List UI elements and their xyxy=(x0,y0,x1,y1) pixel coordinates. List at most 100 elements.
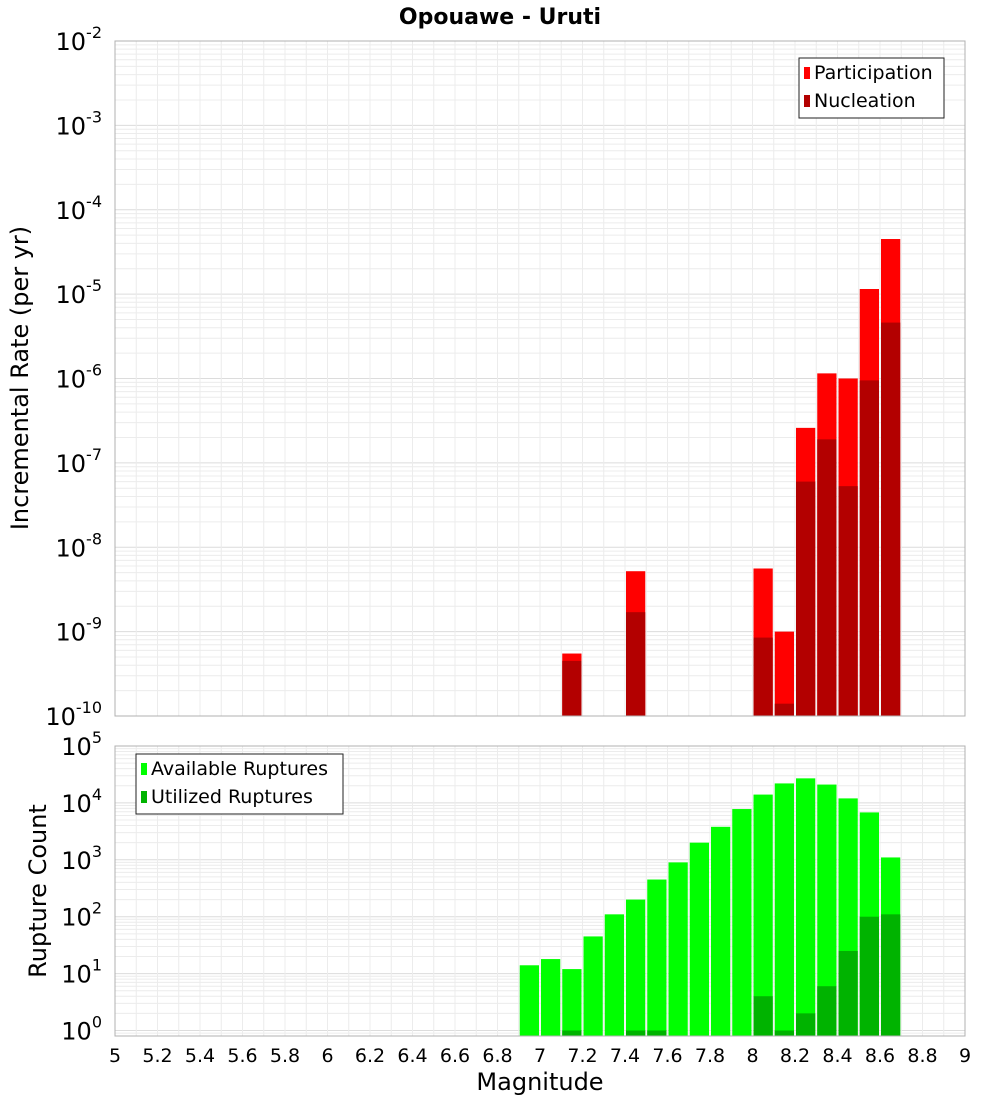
bar-nucleation xyxy=(817,439,837,716)
x-tick-label: 8.6 xyxy=(865,1045,895,1067)
y-tick-exponent: -2 xyxy=(86,23,102,42)
bar-available-ruptures xyxy=(753,794,773,1036)
x-tick-label: 5.2 xyxy=(142,1045,172,1067)
bar-utilized-ruptures xyxy=(881,914,901,1036)
x-tick-label: 7.6 xyxy=(652,1045,682,1067)
bar-available-ruptures xyxy=(668,862,688,1036)
bar-utilized-ruptures xyxy=(838,950,858,1036)
bar-utilized-ruptures xyxy=(626,1030,646,1036)
x-tick-label: 5.8 xyxy=(270,1045,300,1067)
x-tick-label: 6.8 xyxy=(482,1045,512,1067)
legend-box xyxy=(135,753,344,815)
y-tick-label: 100 xyxy=(61,1012,102,1045)
x-tick-label: 8.4 xyxy=(822,1045,852,1067)
y-tick-base: 10 xyxy=(56,534,87,562)
bar-nucleation xyxy=(838,486,858,716)
y-tick-exponent: 3 xyxy=(92,842,102,861)
bar-available-ruptures xyxy=(817,784,837,1036)
bar-nucleation xyxy=(881,322,901,716)
x-tick-label: 6.2 xyxy=(355,1045,385,1067)
y-tick-exponent: -4 xyxy=(86,192,102,211)
bar-utilized-ruptures xyxy=(753,996,773,1036)
y-tick-label: 103 xyxy=(61,842,102,875)
y-tick-base: 10 xyxy=(56,450,87,478)
bar-available-ruptures xyxy=(796,778,816,1036)
bar-nucleation xyxy=(626,612,646,716)
y-tick-exponent: -8 xyxy=(86,529,102,548)
legend-label: Participation xyxy=(814,62,933,84)
x-tick-label: 6 xyxy=(321,1045,333,1067)
legend-swatch xyxy=(804,67,810,79)
bar-utilized-ruptures xyxy=(817,986,837,1036)
y-tick-base: 10 xyxy=(61,847,92,875)
y-tick-label: 10-4 xyxy=(56,192,103,225)
plot-border xyxy=(114,40,966,717)
y-tick-exponent: -5 xyxy=(86,276,102,295)
top-y-axis-label: Incremental Rate (per yr) xyxy=(6,226,34,530)
bar-available-ruptures xyxy=(774,783,794,1036)
y-tick-exponent: 4 xyxy=(92,785,102,804)
x-tick-label: 8.8 xyxy=(907,1045,937,1067)
bar-available-ruptures xyxy=(583,936,603,1036)
y-tick-exponent: -6 xyxy=(86,361,102,380)
bar-nucleation xyxy=(753,637,773,716)
x-tick-label: 8 xyxy=(746,1045,758,1067)
y-tick-label: 10-3 xyxy=(56,107,103,140)
legend-label: Nucleation xyxy=(814,90,916,112)
legend-swatch xyxy=(141,763,147,775)
y-tick-base: 10 xyxy=(56,197,87,225)
y-tick-label: 10-2 xyxy=(56,23,103,56)
x-tick-label: 7.4 xyxy=(610,1045,640,1067)
bar-available-ruptures xyxy=(647,879,667,1036)
bar-available-ruptures xyxy=(732,809,752,1036)
bar-utilized-ruptures xyxy=(796,1013,816,1036)
y-tick-exponent: -3 xyxy=(86,107,102,126)
y-tick-base: 10 xyxy=(56,281,87,309)
y-tick-label: 104 xyxy=(61,785,102,818)
bar-available-ruptures xyxy=(562,969,582,1036)
bar-utilized-ruptures xyxy=(859,916,879,1036)
y-tick-base: 10 xyxy=(61,790,92,818)
bar-available-ruptures xyxy=(519,965,539,1036)
y-tick-base: 10 xyxy=(56,366,87,394)
top-plot-panel: 10-1010-910-810-710-610-510-410-310-2Par… xyxy=(45,23,966,731)
y-tick-base: 10 xyxy=(56,28,87,56)
legend-swatch xyxy=(141,791,147,803)
bar-available-ruptures xyxy=(541,959,561,1036)
y-tick-exponent: 0 xyxy=(92,1012,102,1031)
y-tick-label: 105 xyxy=(61,728,102,761)
y-tick-base: 10 xyxy=(56,619,87,647)
plot-border xyxy=(114,745,966,1037)
legend-label: Available Ruptures xyxy=(151,758,328,780)
bar-nucleation xyxy=(774,703,794,716)
legend: Available Ruptures Utilized Ruptures xyxy=(135,753,344,815)
legend-label: Utilized Ruptures xyxy=(151,786,313,808)
y-tick-exponent: -10 xyxy=(76,698,102,717)
bar-available-ruptures xyxy=(626,899,646,1036)
x-tick-label: 5 xyxy=(109,1045,121,1067)
y-tick-label: 10-7 xyxy=(56,445,103,478)
y-tick-base: 10 xyxy=(61,961,92,989)
y-tick-label: 10-6 xyxy=(56,361,103,394)
x-tick-label: 7.2 xyxy=(567,1045,597,1067)
bar-available-ruptures xyxy=(689,842,709,1036)
y-tick-base: 10 xyxy=(45,703,76,731)
x-tick-label: 8.2 xyxy=(780,1045,810,1067)
y-tick-label: 10-5 xyxy=(56,276,103,309)
x-tick-label: 5.6 xyxy=(227,1045,257,1067)
y-tick-exponent: -9 xyxy=(86,614,102,633)
legend: Participation Nucleation xyxy=(798,57,945,119)
bar-utilized-ruptures xyxy=(774,1030,794,1036)
bottom-y-axis-label: Rupture Count xyxy=(24,804,52,978)
y-tick-exponent: 5 xyxy=(92,728,102,747)
y-tick-exponent: 2 xyxy=(92,899,102,918)
y-tick-base: 10 xyxy=(61,904,92,932)
y-tick-exponent: -7 xyxy=(86,445,102,464)
bar-available-ruptures xyxy=(604,914,624,1036)
y-tick-label: 10-9 xyxy=(56,614,103,647)
y-tick-exponent: 1 xyxy=(92,956,102,975)
y-tick-label: 102 xyxy=(61,899,102,932)
x-axis-label: Magnitude xyxy=(476,1068,603,1096)
